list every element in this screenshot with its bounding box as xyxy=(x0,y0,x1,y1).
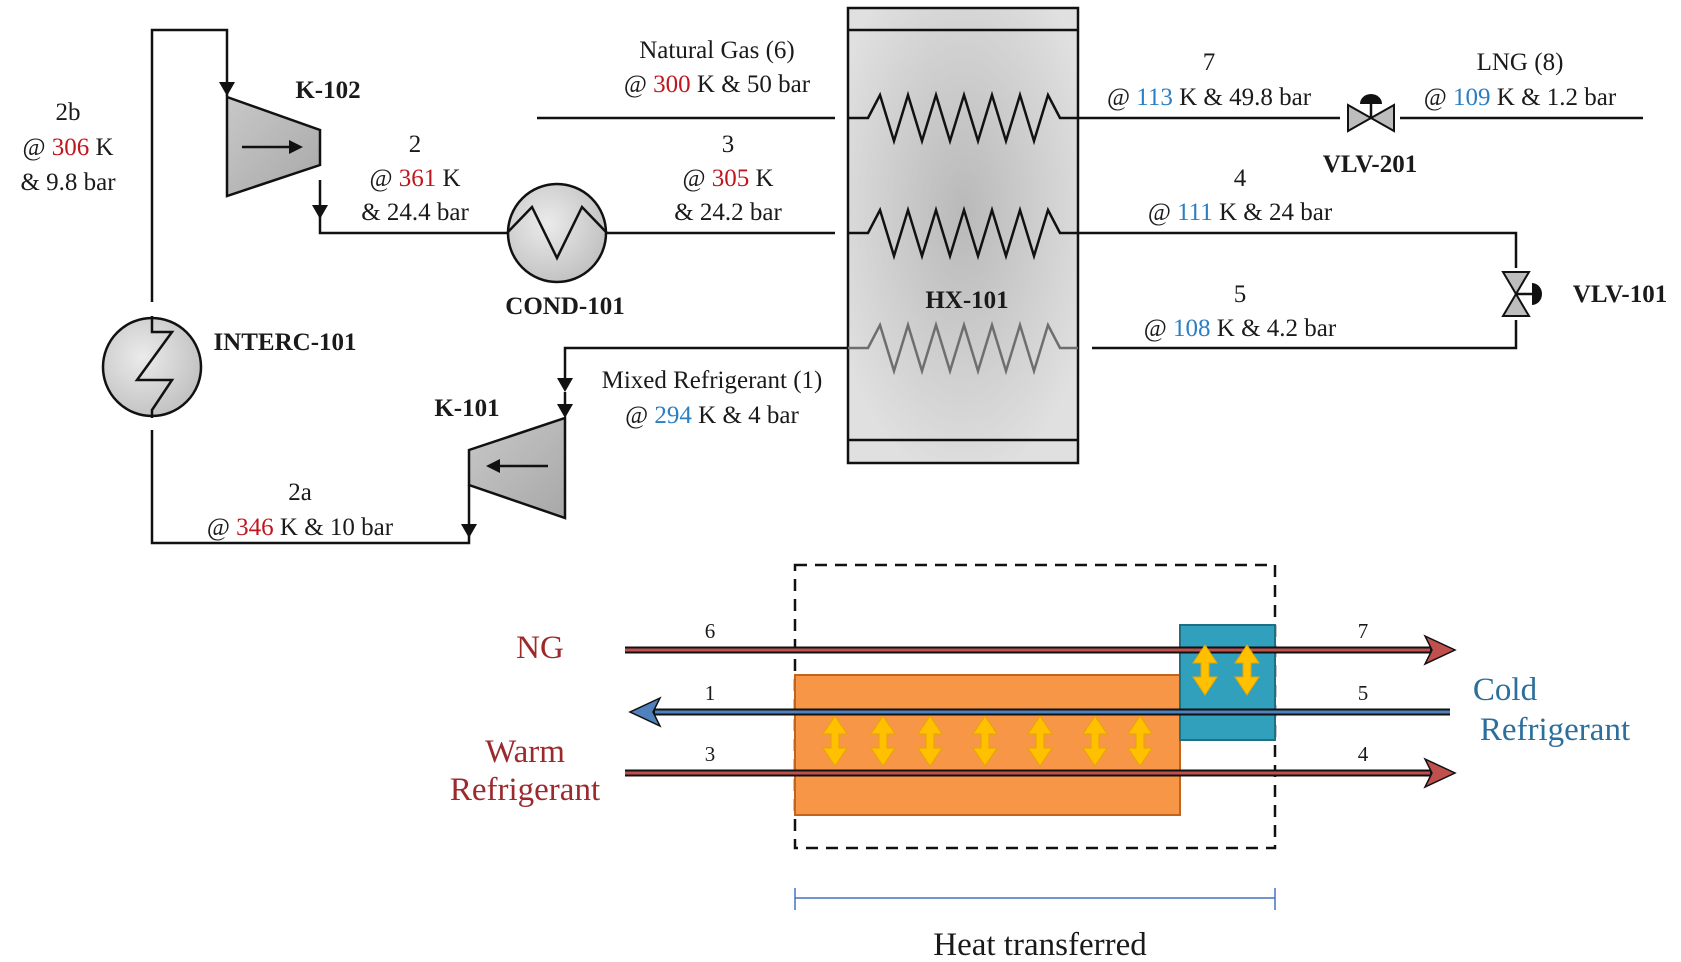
svg-text:@ 306 K: @ 306 K xyxy=(22,134,113,161)
stream-3-label: 3 @ 305 K & 24.2 bar xyxy=(674,131,782,226)
svg-text:5: 5 xyxy=(1234,281,1247,308)
heat-arrows-cold xyxy=(1192,644,1260,696)
schematic-num-6: 6 xyxy=(705,619,716,643)
heat-transferred-label: Heat transferred xyxy=(933,927,1147,962)
warm-refrigerant-label-2: Refrigerant xyxy=(450,772,600,808)
vlv-101-label: VLV-101 xyxy=(1573,281,1667,308)
vlv-201-valve: VLV-201 xyxy=(1323,94,1417,178)
svg-text:@ 109 K & 1.2 bar: @ 109 K & 1.2 bar xyxy=(1424,84,1617,111)
k-101-compressor: K-101 xyxy=(434,395,567,520)
heat-arrows-warm xyxy=(822,715,1153,767)
piping xyxy=(150,28,1643,545)
svg-text:2a: 2a xyxy=(288,479,312,506)
svg-text:@ 294 K & 4 bar: @ 294 K & 4 bar xyxy=(625,402,799,429)
svg-text:2: 2 xyxy=(409,131,422,158)
svg-text:@ 361 K: @ 361 K xyxy=(369,165,460,192)
schematic-num-4: 4 xyxy=(1358,742,1369,766)
svg-text:3: 3 xyxy=(722,131,735,158)
warm-refrigerant-label-1: Warm xyxy=(485,734,565,770)
stream-7-label: 7 @ 113 K & 49.8 bar xyxy=(1107,49,1312,111)
stream-4-label: 4 @ 111 K & 24 bar xyxy=(1148,165,1333,226)
stream-2-label: 2 @ 361 K & 24.4 bar xyxy=(361,131,469,226)
svg-text:@ 113 K & 49.8 bar: @ 113 K & 49.8 bar xyxy=(1107,84,1312,111)
interc-101-label: INTERC-101 xyxy=(213,329,356,356)
cond-101-condenser: COND-101 xyxy=(505,182,625,320)
svg-text:@ 108 K & 4.2 bar: @ 108 K & 4.2 bar xyxy=(1144,315,1337,342)
vlv-201-label: VLV-201 xyxy=(1323,151,1417,178)
cold-refrigerant-label-1: Cold xyxy=(1473,672,1538,708)
stream-1-label: Mixed Refrigerant (1) @ 294 K & 4 bar xyxy=(602,367,823,429)
svg-text:Mixed Refrigerant (1): Mixed Refrigerant (1) xyxy=(602,367,823,394)
svg-text:& 24.4 bar: & 24.4 bar xyxy=(361,199,469,226)
k-102-compressor: K-102 xyxy=(225,77,361,198)
stream-5-label: 5 @ 108 K & 4.2 bar xyxy=(1144,281,1337,342)
vlv-101-valve: VLV-101 xyxy=(1501,271,1667,317)
svg-text:@ 300 K & 50 bar: @ 300 K & 50 bar xyxy=(624,71,811,98)
stream-2a-label: 2a @ 346 K & 10 bar xyxy=(207,479,394,541)
schematic-num-1: 1 xyxy=(705,681,716,705)
heat-transferred-bracket xyxy=(794,888,1276,910)
interc-101-intercooler: INTERC-101 xyxy=(101,316,357,418)
svg-text:4: 4 xyxy=(1234,165,1247,192)
stream-8-label: LNG (8) @ 109 K & 1.2 bar xyxy=(1424,49,1617,111)
heat-transfer-schematic: 6 7 1 5 3 4 NG Warm Refrigerant Cold Ref… xyxy=(450,563,1630,962)
cond-101-label: COND-101 xyxy=(505,293,624,320)
ng-label: NG xyxy=(516,630,564,666)
cold-heat-region xyxy=(1179,624,1276,741)
svg-text:@ 111 K & 24 bar: @ 111 K & 24 bar xyxy=(1148,199,1333,226)
stream-2b-label: 2b @ 306 K & 9.8 bar xyxy=(20,99,116,196)
k-102-label: K-102 xyxy=(295,77,360,104)
schematic-num-3: 3 xyxy=(705,742,716,766)
svg-text:Natural Gas (6): Natural Gas (6) xyxy=(639,37,795,64)
svg-text:@ 305 K: @ 305 K xyxy=(682,165,773,192)
svg-text:2b: 2b xyxy=(56,99,81,126)
hx-coil-warm-refrigerant xyxy=(848,205,1078,261)
svg-text:LNG (8): LNG (8) xyxy=(1477,49,1564,76)
k-101-label: K-101 xyxy=(434,395,499,422)
svg-text:7: 7 xyxy=(1203,49,1216,76)
cold-refrigerant-label-2: Refrigerant xyxy=(1480,712,1630,748)
hx-coil-ng xyxy=(848,90,1078,146)
stream-6-label: Natural Gas (6) @ 300 K & 50 bar xyxy=(624,37,811,98)
svg-text:@ 346 K & 10 bar: @ 346 K & 10 bar xyxy=(207,514,394,541)
hx-coil-cold-refrigerant xyxy=(848,320,1078,376)
schematic-num-5: 5 xyxy=(1358,681,1369,705)
svg-text:& 9.8 bar: & 9.8 bar xyxy=(20,169,116,196)
hx-101-label: HX-101 xyxy=(925,287,1008,314)
hx-101-exchanger: HX-101 xyxy=(846,6,1080,465)
schematic-num-7: 7 xyxy=(1358,619,1369,643)
svg-text:& 24.2 bar: & 24.2 bar xyxy=(674,199,782,226)
